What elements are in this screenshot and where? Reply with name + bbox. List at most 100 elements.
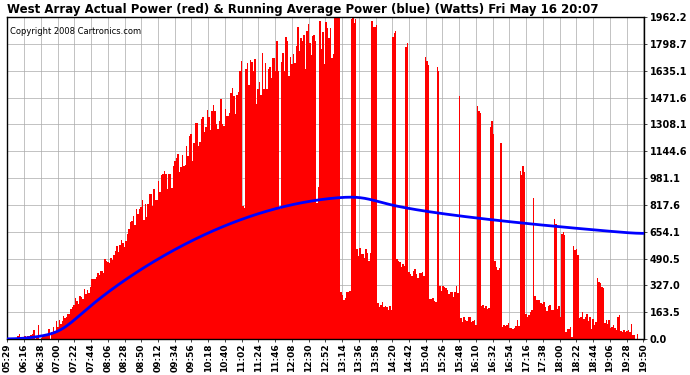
Bar xyxy=(352,17,353,339)
Bar xyxy=(370,254,371,339)
Text: West Array Actual Power (red) & Running Average Power (blue) (Watts) Fri May 16 : West Array Actual Power (red) & Running … xyxy=(7,3,598,16)
Bar xyxy=(580,317,582,339)
Bar xyxy=(348,292,349,339)
Bar xyxy=(119,245,121,339)
Bar xyxy=(232,88,233,339)
Bar xyxy=(377,303,379,339)
Bar xyxy=(462,322,463,339)
Bar xyxy=(588,321,589,339)
Bar xyxy=(219,122,220,339)
Bar xyxy=(137,214,139,339)
Bar xyxy=(358,256,359,339)
Bar xyxy=(553,219,555,339)
Bar xyxy=(616,330,618,339)
Bar xyxy=(589,317,591,339)
Bar xyxy=(604,324,606,339)
Bar xyxy=(88,293,90,339)
Bar xyxy=(524,172,526,339)
Bar xyxy=(569,328,570,339)
Bar xyxy=(326,22,327,339)
Bar xyxy=(153,189,155,339)
Bar xyxy=(16,338,17,339)
Bar xyxy=(566,332,567,339)
Bar xyxy=(273,58,275,339)
Bar xyxy=(440,285,441,339)
Bar xyxy=(406,47,407,339)
Bar xyxy=(146,217,148,339)
Bar xyxy=(79,296,81,339)
Bar xyxy=(127,234,128,339)
Bar xyxy=(113,255,115,339)
Bar xyxy=(529,315,530,339)
Bar xyxy=(549,305,551,339)
Bar xyxy=(534,296,536,339)
Bar xyxy=(198,146,199,339)
Bar xyxy=(497,270,499,339)
Bar xyxy=(371,21,373,339)
Bar xyxy=(419,273,420,339)
Bar xyxy=(214,111,216,339)
Bar xyxy=(244,209,246,339)
Bar xyxy=(275,71,277,339)
Bar xyxy=(281,62,282,339)
Bar xyxy=(576,249,578,339)
Bar xyxy=(373,27,374,339)
Bar xyxy=(539,300,540,339)
Bar xyxy=(573,246,574,339)
Bar xyxy=(195,123,197,339)
Bar xyxy=(391,310,392,339)
Bar xyxy=(401,267,402,339)
Bar xyxy=(100,271,101,339)
Bar xyxy=(388,310,389,339)
Bar xyxy=(170,174,171,339)
Bar xyxy=(37,336,38,339)
Bar xyxy=(433,302,435,339)
Bar xyxy=(90,286,91,339)
Bar xyxy=(199,142,201,339)
Bar xyxy=(512,329,513,339)
Bar xyxy=(272,58,273,339)
Bar xyxy=(235,114,237,339)
Bar xyxy=(184,165,186,339)
Bar xyxy=(511,328,512,339)
Bar xyxy=(312,36,313,339)
Bar xyxy=(632,334,633,339)
Bar xyxy=(60,324,61,339)
Bar xyxy=(149,194,150,339)
Bar xyxy=(426,61,428,339)
Bar xyxy=(324,64,326,339)
Bar xyxy=(453,297,454,339)
Bar xyxy=(183,166,184,339)
Bar xyxy=(471,322,472,339)
Bar xyxy=(609,320,610,339)
Bar xyxy=(228,116,229,339)
Bar xyxy=(179,172,180,339)
Bar xyxy=(319,21,321,339)
Bar xyxy=(130,222,131,339)
Bar xyxy=(448,294,450,339)
Bar xyxy=(83,289,86,339)
Bar xyxy=(131,221,132,339)
Bar xyxy=(161,175,162,339)
Bar xyxy=(230,93,232,339)
Bar xyxy=(300,38,302,339)
Bar xyxy=(110,258,112,339)
Bar xyxy=(223,126,224,339)
Bar xyxy=(402,264,404,339)
Bar xyxy=(408,272,410,339)
Bar xyxy=(423,276,424,339)
Bar xyxy=(613,325,614,339)
Bar xyxy=(444,286,446,339)
Bar xyxy=(299,51,300,339)
Bar xyxy=(579,318,580,339)
Bar xyxy=(19,334,20,339)
Bar xyxy=(583,319,584,339)
Bar xyxy=(578,255,579,339)
Bar xyxy=(176,158,177,339)
Bar xyxy=(548,306,549,339)
Bar xyxy=(246,69,247,339)
Bar xyxy=(384,306,386,339)
Bar xyxy=(586,314,588,339)
Bar xyxy=(108,262,109,339)
Bar xyxy=(517,320,518,339)
